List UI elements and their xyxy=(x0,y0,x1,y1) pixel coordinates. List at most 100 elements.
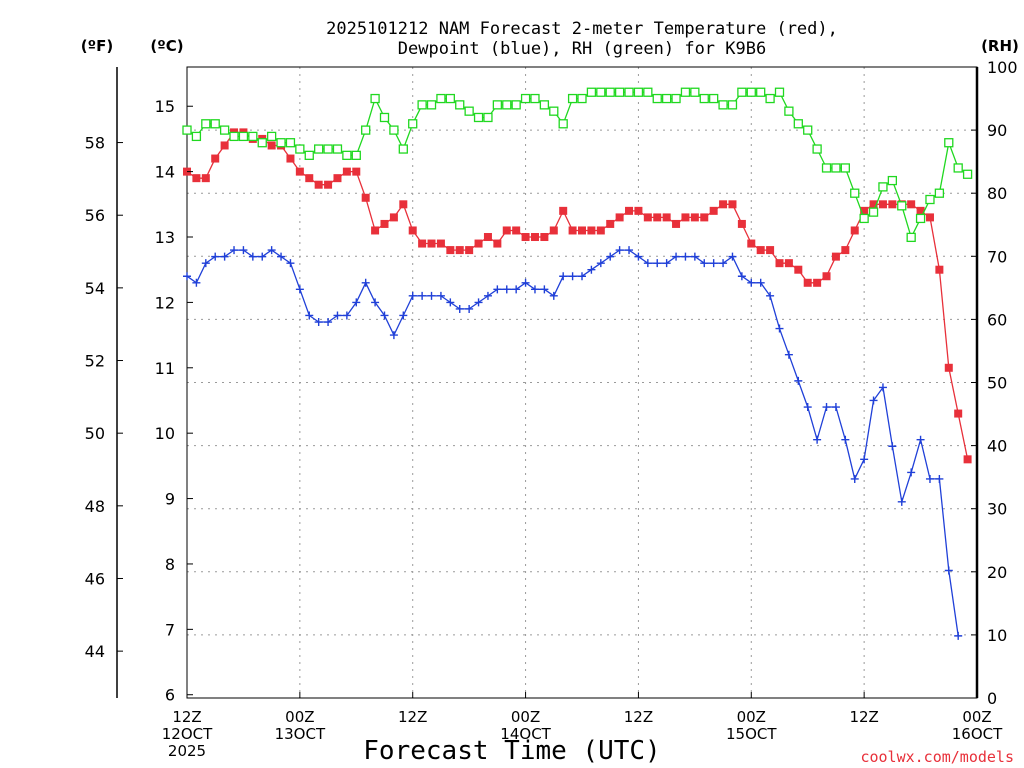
dewpoint-point xyxy=(408,291,417,300)
dewpoint-point xyxy=(662,259,671,268)
rh-point xyxy=(473,112,484,123)
rh-point xyxy=(398,144,408,154)
rh-point xyxy=(323,144,333,154)
temperature-point xyxy=(878,200,887,209)
rh-tick-label: 10 xyxy=(987,626,1007,645)
temperature-point xyxy=(305,174,314,183)
rh-point xyxy=(436,93,446,104)
x-tick-label: 12OCT xyxy=(162,725,213,743)
dewpoint-point xyxy=(587,265,596,274)
temperature-point xyxy=(465,246,474,255)
rh-tick-label: 30 xyxy=(987,500,1007,519)
rh-point xyxy=(549,106,559,116)
rh-point xyxy=(661,93,672,104)
temperature-point xyxy=(784,259,793,268)
dewpoint-point xyxy=(756,278,765,287)
celsius-tick-label: 6 xyxy=(165,686,175,705)
celsius-tick-label: 7 xyxy=(165,620,175,639)
dewpoint-point xyxy=(831,403,840,412)
dewpoint-point xyxy=(361,278,370,287)
temperature-point xyxy=(371,226,380,235)
rh-point xyxy=(897,201,907,211)
x-tick-label: 00Z xyxy=(511,708,540,726)
rh-unit-label: (RH) xyxy=(981,37,1019,55)
x-tick-label: 2025 xyxy=(168,742,206,760)
rh-point xyxy=(793,119,803,129)
dewpoint-point xyxy=(483,291,492,300)
fahrenheit-tick-label: 50 xyxy=(85,424,105,443)
rh-point xyxy=(191,131,202,142)
rh-point xyxy=(229,131,239,142)
dewpoint-point xyxy=(455,304,464,313)
rh-point xyxy=(464,106,474,116)
rh-point xyxy=(577,93,587,104)
rh-point xyxy=(718,100,728,110)
dewpoint-point xyxy=(784,350,793,359)
fahrenheit-tick-label: 56 xyxy=(85,206,105,225)
dewpoint-point xyxy=(427,291,436,300)
rh-point xyxy=(709,93,719,104)
rh-point xyxy=(596,87,606,97)
dewpoint-point xyxy=(634,252,643,261)
rh-point xyxy=(878,182,888,192)
temperature-point xyxy=(916,206,925,215)
dewpoint-point xyxy=(653,259,662,268)
temperature-point xyxy=(653,213,662,222)
temperature-point xyxy=(709,206,718,215)
dewpoint-point xyxy=(248,252,257,261)
rh-point xyxy=(737,87,747,97)
celsius-unit-label: (ºC) xyxy=(150,37,183,55)
dewpoint-point xyxy=(709,259,718,268)
temperature-point xyxy=(643,213,652,222)
temperature-point xyxy=(211,154,220,163)
rh-point xyxy=(840,163,850,173)
dewpoint-point xyxy=(530,285,539,294)
dewpoint-point xyxy=(295,285,304,294)
dewpoint-point xyxy=(192,278,201,287)
dewpoint-point xyxy=(183,272,191,281)
x-tick-label: 13OCT xyxy=(275,725,326,743)
temperature-point xyxy=(690,213,699,222)
temperature-point xyxy=(841,246,850,255)
fahrenheit-tick-label: 58 xyxy=(85,134,105,153)
dewpoint-point xyxy=(850,474,859,483)
dewpoint-point xyxy=(888,442,897,451)
dewpoint-point xyxy=(822,403,831,412)
temperature-point xyxy=(803,278,812,287)
x-tick-label: 00Z xyxy=(962,708,991,726)
dewpoint-point xyxy=(389,331,398,340)
temperature-point xyxy=(521,233,530,242)
dewpoint-point xyxy=(700,259,709,268)
dewpoint-point xyxy=(916,435,925,444)
rh-point xyxy=(868,207,879,217)
rh-point xyxy=(699,93,709,104)
rh-point xyxy=(652,93,662,104)
temperature-point xyxy=(860,206,869,215)
rh-point xyxy=(295,144,305,154)
dewpoint-point xyxy=(371,298,380,307)
rh-point xyxy=(389,125,399,135)
dewpoint-point xyxy=(737,272,746,281)
rh-point xyxy=(332,144,343,154)
dewpoint-point xyxy=(239,246,248,255)
temperature-point xyxy=(324,180,333,189)
dewpoint-point xyxy=(201,259,210,268)
dewpoint-point xyxy=(596,259,605,268)
chart-title: 2025101212 NAM Forecast 2-meter Temperat… xyxy=(326,19,838,39)
rh-point xyxy=(680,87,691,97)
dewpoint-point xyxy=(860,455,869,464)
dewpoint-point xyxy=(230,246,239,255)
rh-point xyxy=(746,87,756,97)
temperature-point xyxy=(342,167,351,176)
rh-point xyxy=(248,131,258,142)
dewpoint-point xyxy=(672,252,681,261)
fahrenheit-tick-label: 52 xyxy=(85,352,105,371)
celsius-tick-label: 9 xyxy=(165,490,175,509)
fahrenheit-tick-label: 46 xyxy=(85,569,105,588)
rh-tick-label: 80 xyxy=(987,184,1007,203)
dewpoint-line xyxy=(186,249,959,636)
rh-point xyxy=(520,93,531,104)
rh-point xyxy=(803,125,813,135)
rh-point xyxy=(445,93,455,104)
rh-point xyxy=(925,194,935,205)
